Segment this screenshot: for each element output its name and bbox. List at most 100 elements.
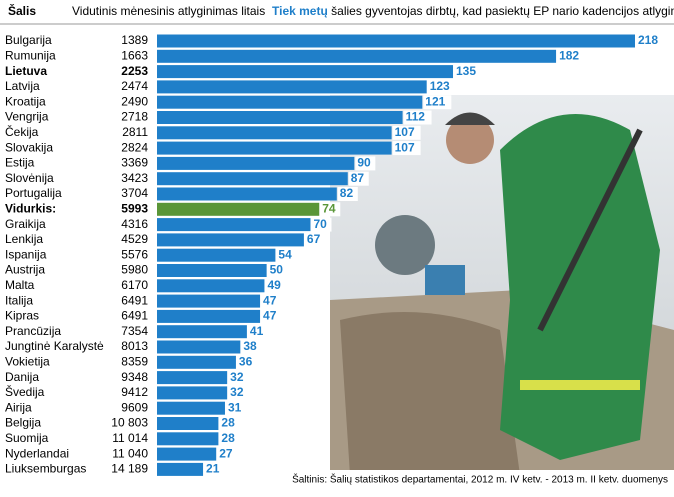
header-salary: Vidutinis mėnesinis atlyginimas litais [72,4,265,18]
bar [157,65,454,79]
value-label: 47 [263,309,277,323]
value-label: 107 [395,125,415,139]
country-label: Prancūzija [5,324,61,338]
country-label: Švedija [5,384,45,399]
country-label: Kroatija [5,94,46,108]
country-label: Vokietija [5,354,50,368]
bar [157,355,236,369]
country-label: Slovėnija [5,171,54,185]
salary-label: 6491 [121,293,148,307]
value-label-bg [304,232,325,247]
value-label-bg [228,385,249,400]
country-label: Rumunija [5,48,56,62]
salary-label: 8013 [121,339,148,353]
salary-label: 11 014 [112,431,148,445]
value-label: 218 [638,33,658,47]
country-label: Suomija [5,431,49,445]
bar [157,172,348,186]
salary-label: 9348 [121,370,148,384]
salary-label: 7354 [121,324,148,338]
bar [157,34,635,48]
value-label-bg [320,202,341,217]
value-label: 27 [219,446,233,460]
value-label-bg [337,187,358,201]
value-label: 74 [322,201,336,215]
value-label: 31 [228,400,242,414]
salary-label: 2824 [121,140,148,154]
country-label: Jungtinė Karalystė [5,339,104,353]
bar [157,401,225,415]
value-label-bg [217,447,238,462]
country-label: Danija [5,370,39,384]
value-label-bg [219,431,240,446]
value-label-bg [204,462,225,477]
bar [157,462,204,476]
bar [157,49,557,63]
bar [157,248,276,262]
value-label: 32 [230,370,244,384]
value-label-bg [265,278,286,293]
value-label: 135 [456,64,476,78]
bar [157,218,311,232]
salary-label: 5576 [121,247,148,261]
value-label-bg [557,49,586,64]
header-country: Šalis [8,3,36,18]
bar [157,95,423,109]
value-label: 67 [307,232,321,246]
value-label: 123 [430,79,450,93]
value-label-bg [261,309,282,324]
country-label: Airija [5,400,32,414]
value-label-bg [225,401,246,416]
salary-label: 9412 [121,385,148,399]
value-label: 36 [239,354,253,368]
salary-label: 2474 [121,79,148,93]
value-label: 70 [313,217,327,231]
bar [157,309,261,323]
value-label: 182 [559,48,579,62]
salary-label: 5980 [121,263,148,277]
value-label: 54 [278,247,292,261]
salary-label: 10 803 [111,416,148,430]
value-label-bg [247,324,268,339]
country-label: Bulgarija [5,33,52,47]
country-label: Portugalija [5,186,62,200]
bar [157,417,219,430]
salary-label: 3423 [121,171,148,185]
salary-label: 6491 [121,309,148,323]
salary-label: 11 040 [112,446,148,460]
value-label-bg [348,171,369,186]
value-label: 50 [270,263,284,277]
value-label: 47 [263,293,277,307]
header-years: Tiek metų šalies gyventojas dirbtų, kad … [272,4,674,18]
value-label-bg [219,416,240,431]
salary-label: 5993 [121,201,148,215]
value-label: 41 [250,324,264,338]
source: Šaltinis: Šalių statistikos departamenta… [292,473,668,486]
salary-label: 2811 [122,125,148,139]
value-label: 28 [221,431,235,445]
country-label: Liuksemburgas [5,462,86,476]
salary-label: 1389 [121,33,148,47]
value-label: 28 [221,416,235,430]
country-label: Italija [5,293,33,307]
value-label-bg [276,248,297,263]
country-label: Austrija [5,263,45,277]
bar [157,80,427,94]
country-label: Lenkija [5,232,43,246]
value-label: 112 [406,110,426,124]
photo [330,95,674,475]
value-label: 21 [206,462,220,476]
salary-label: 1663 [121,48,148,62]
bar [157,447,217,461]
value-label: 32 [230,385,244,399]
country-label: Vidurkis: [5,201,56,215]
header-years-bold: Tiek metų [272,4,328,18]
bar [157,386,228,400]
bar [157,111,403,124]
country-label: Čekija [5,124,39,139]
salary-label: 14 189 [111,462,148,476]
value-label-bg [392,125,421,140]
country-label: Ispanija [5,247,47,261]
bar [157,325,247,339]
